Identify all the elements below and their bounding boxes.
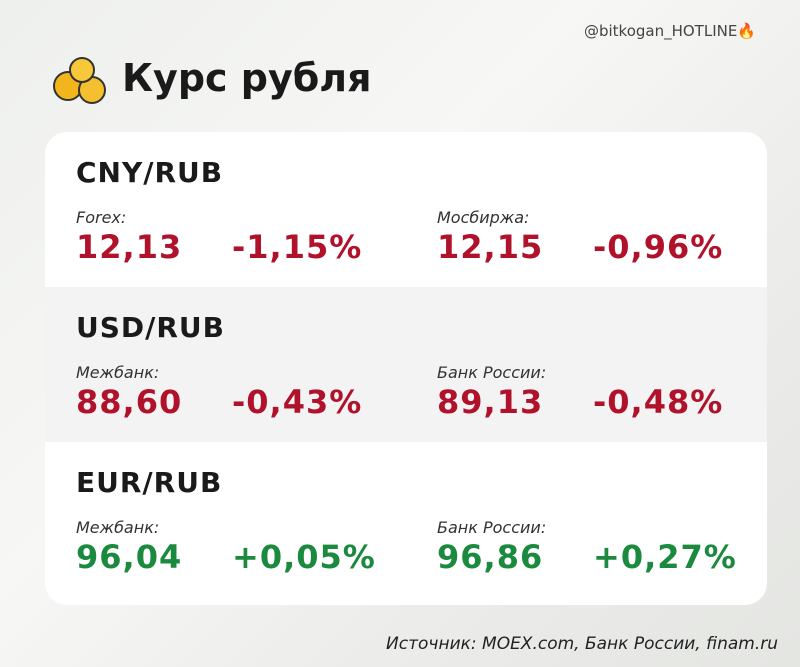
rate: 96,86 [437,538,544,576]
title: Курс рубля [122,56,372,100]
rate: 96,04 [76,538,183,576]
handle: @bitkogan_HOTLINE🔥 [583,22,756,40]
section: USD/RUB Межбанк: 88,60 -0,43% Банк России: 89… [45,287,767,442]
quote-label: Банк России: [437,363,547,382]
section: EUR/RUB Межбанк: 96,04 +0,05% Банк России: 96… [45,442,767,597]
change: -0,96% [593,228,724,266]
source: Источник: MOEX.com, Банк России, finam.r… [386,634,778,654]
coins-icon [53,57,106,104]
section: CNY/RUB Forex: 12,13 -1,15% Мосбиржа: 12,15 -0… [45,132,767,287]
rate: 89,13 [437,383,544,421]
rate: 12,15 [437,228,544,266]
rate: 12,13 [76,228,183,266]
pair-name: EUR/RUB [76,466,223,499]
quote-label: Forex: [76,208,127,227]
quote-label: Межбанк: [76,518,160,537]
quote-label: Межбанк: [76,363,160,382]
change: +0,27% [593,538,737,576]
quote-label: Банк России: [437,518,547,537]
rate: 88,60 [76,383,183,421]
change: -1,15% [232,228,363,266]
card: CNY/RUB Forex: 12,13 -1,15% Мосбиржа: 12,15 -0… [45,132,767,605]
pair-name: CNY/RUB [76,156,224,189]
quote-label: Мосбиржа: [437,208,530,227]
change: -0,48% [593,383,724,421]
pair-name: USD/RUB [76,311,226,344]
change: -0,43% [232,383,363,421]
change: +0,05% [232,538,376,576]
